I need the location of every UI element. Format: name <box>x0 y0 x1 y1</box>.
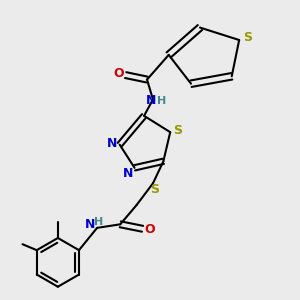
Text: O: O <box>145 223 155 236</box>
Text: O: O <box>113 67 124 80</box>
Text: S: S <box>150 183 159 196</box>
Text: N: N <box>146 94 157 106</box>
Text: N: N <box>107 137 117 150</box>
Text: N: N <box>85 218 96 231</box>
Text: H: H <box>94 217 103 227</box>
Text: S: S <box>243 31 252 44</box>
Text: H: H <box>157 96 167 106</box>
Text: N: N <box>123 167 133 180</box>
Text: S: S <box>173 124 182 137</box>
